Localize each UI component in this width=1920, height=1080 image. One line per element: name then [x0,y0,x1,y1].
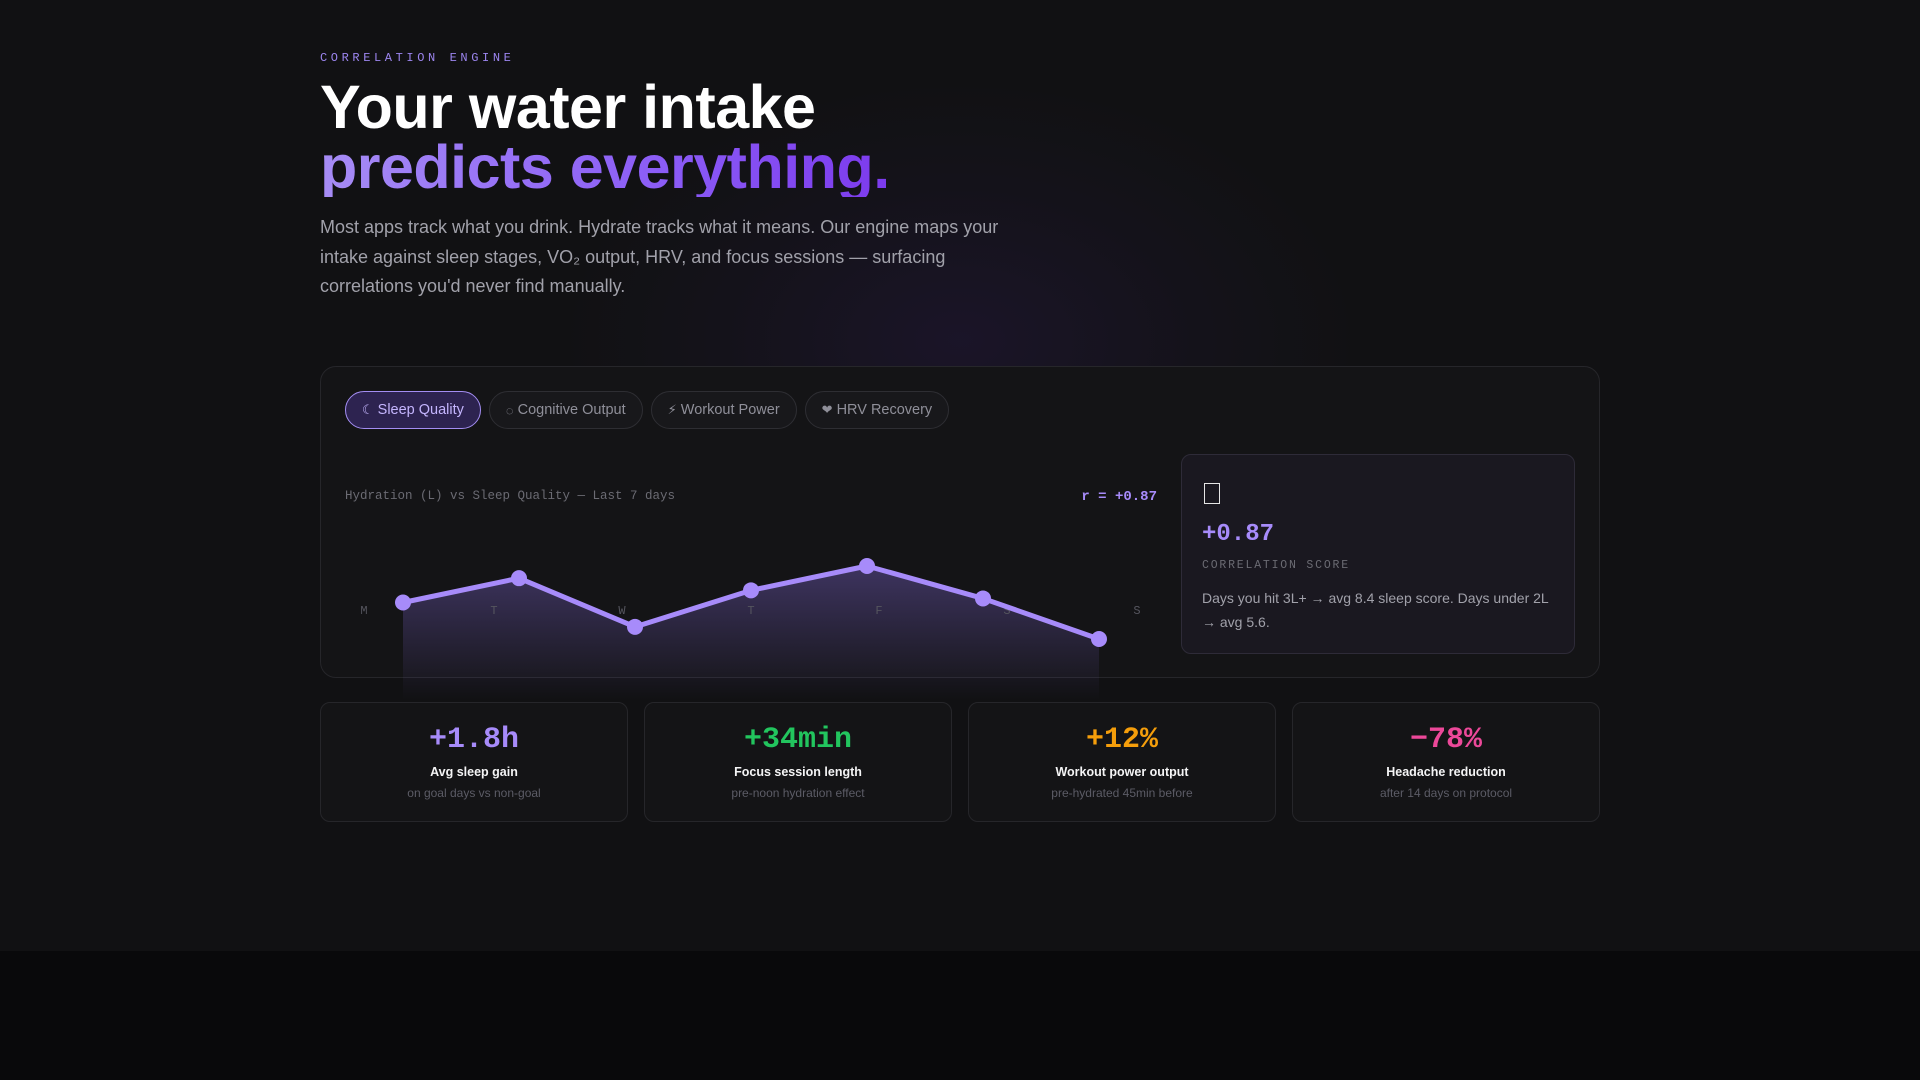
chart-day-label: T [490,604,497,618]
headline-line-1: Your water intake [320,73,816,141]
tab-label: Sleep Quality [377,402,464,418]
correlation-score-value: +0.87 [1202,521,1275,548]
tab-cognitive-output[interactable]: ◌ Cognitive Output [488,391,643,429]
stat-value: +1.8h [428,723,519,757]
stat-value: +34min [743,723,853,757]
stat-card-headache-reduction: −78% Headache reduction after 14 days on… [1292,702,1600,822]
stat-subtext: pre-hydrated 45min before [1051,786,1193,800]
chart-data-point[interactable] [511,570,527,587]
tab-label: HRV Recovery [836,402,933,418]
stat-label: Avg sleep gain [430,765,518,779]
page-section: CORRELATION ENGINE Your water intake pre… [320,51,1600,822]
stat-card-sleep-gain: +1.8h Avg sleep gain on goal days vs non… [320,702,628,822]
tab-hrv-recovery[interactable]: ❤ HRV Recovery [804,391,950,429]
chart-data-point[interactable] [859,558,875,574]
stat-subtext: pre-noon hydration effect [731,786,865,800]
stat-label: Focus session length [734,765,862,779]
bottom-band [0,951,1920,1080]
chart-area-fill [403,566,1099,700]
stat-subtext: on goal days vs non-goal [407,786,541,800]
correlation-score-card: +0.87 CORRELATION SCORE Days you hit 3L+… [1181,454,1575,654]
chart-caption: Hydration (L) vs Sleep Quality — Last 7 … [345,489,676,503]
stat-subtext: after 14 days on protocol [1379,786,1513,800]
chart-day-label: S [1133,604,1140,618]
chart-data-point[interactable] [627,618,643,635]
brain-icon: ◌ [505,402,514,418]
hero-description: Most apps track what you drink. Hydrate … [320,217,999,296]
chart-day-label: M [360,604,367,618]
headline: Your water intake predicts everything. [320,73,890,201]
chart-day-label: S [1003,604,1010,618]
moon-icon [1204,483,1220,504]
chart-data-point[interactable] [1091,631,1107,647]
lightning-icon: ⚡ [667,402,677,417]
stat-card-workout-power: +12% Workout power output pre-hydrated 4… [968,702,1276,822]
stat-card-focus-length: +34min Focus session length pre-noon hyd… [644,702,952,822]
stat-value: +12% [1085,723,1158,757]
chart-data-point[interactable] [975,590,991,607]
eyebrow-label: CORRELATION ENGINE [320,51,515,65]
tab-label: Workout Power [680,402,780,418]
chart-correlation-value: r = +0.87 [1081,489,1157,505]
stat-label: Headache reduction [1386,765,1506,779]
chart-data-point[interactable] [743,582,759,599]
correlation-score-description: Days you hit 3L+ → avg 8.4 sleep score. … [1202,590,1549,630]
chart-data-point[interactable] [395,594,411,611]
chart-day-label: F [875,604,882,618]
correlation-score-label: CORRELATION SCORE [1202,559,1350,572]
chart-day-label: W [618,604,626,618]
tab-sleep-quality[interactable]: ☾ Sleep Quality [345,391,481,429]
stat-label: Workout power output [1055,765,1189,779]
chart-day-label: T [747,604,754,618]
tab-workout-power[interactable]: ⚡ Workout Power [650,391,797,429]
tab-label: Cognitive Output [517,402,626,418]
headline-line-2: predicts everything. [320,133,890,201]
heart-icon: ❤ [821,402,833,417]
metric-tabs: ☾ Sleep Quality ◌ Cognitive Output ⚡ Wor… [345,391,950,429]
stat-value: −78% [1409,723,1482,757]
moon-icon: ☾ [362,402,374,417]
